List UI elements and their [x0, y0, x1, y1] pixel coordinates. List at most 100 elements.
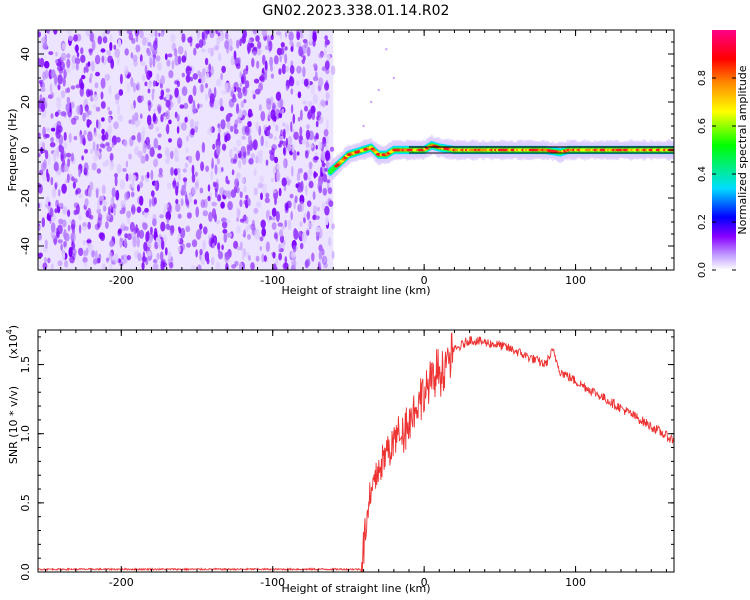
noise-speckle [242, 86, 248, 97]
noise-speckle [168, 138, 172, 143]
noise-speckle [89, 72, 93, 79]
noise-speckle [109, 41, 113, 51]
noise-speckle [301, 58, 305, 65]
noise-speckle [106, 257, 110, 262]
noise-speckle [318, 185, 323, 194]
noise-speckle [50, 92, 55, 98]
noise-speckle [44, 150, 49, 160]
noise-speckle [67, 209, 71, 217]
noise-speckle [328, 236, 332, 247]
noise-speckle [237, 159, 242, 169]
noise-speckle [66, 96, 71, 104]
noise-speckle [160, 89, 165, 98]
noise-speckle [252, 90, 255, 95]
noise-speckle [309, 32, 313, 44]
noise-speckle [231, 86, 235, 92]
noise-speckle [260, 219, 266, 229]
noise-speckle [60, 243, 63, 251]
noise-speckle [150, 169, 154, 181]
noise-speckle [87, 119, 92, 126]
noise-speckle [317, 206, 320, 212]
noise-speckle [245, 194, 249, 200]
noise-speckle [155, 126, 160, 132]
noise-speckle [55, 97, 62, 102]
noise-speckle [321, 248, 325, 256]
noise-speckle [274, 232, 278, 240]
colorbar-label: Normalized spectral amplitude [736, 65, 749, 234]
noise-speckle [88, 48, 93, 56]
noise-speckle [304, 105, 308, 112]
noise-speckle [204, 57, 209, 66]
noise-speckle [199, 223, 203, 230]
noise-speckle [82, 240, 87, 246]
noise-speckle [153, 138, 159, 149]
noise-speckle [110, 207, 114, 214]
noise-speckle [258, 125, 262, 136]
noise-speckle [101, 128, 105, 135]
noise-speckle [64, 260, 69, 268]
noise-speckle [146, 81, 153, 88]
noise-speckle [284, 31, 288, 38]
noise-speckle [125, 160, 129, 168]
noise-speckle [302, 66, 306, 78]
noise-speckle [318, 52, 324, 59]
noise-speckle [237, 112, 243, 118]
noise-speckle [96, 150, 101, 157]
noise-speckle [104, 131, 109, 141]
noise-speckle [85, 30, 91, 37]
noise-speckle [324, 42, 328, 48]
noise-speckle [282, 122, 286, 127]
noise-speckle [180, 227, 186, 239]
noise-speckle [207, 184, 211, 192]
noise-speckle [105, 73, 109, 81]
noise-speckle [97, 134, 102, 140]
y-tick-label: 0.5 [19, 494, 32, 512]
noise-speckle [179, 104, 185, 109]
noise-speckle [190, 128, 195, 136]
noise-speckle [57, 84, 61, 91]
noise-speckle [42, 42, 48, 50]
noise-speckle [272, 252, 276, 259]
noise-speckle [312, 205, 318, 214]
noise-speckle [243, 151, 247, 159]
noise-speckle [311, 111, 316, 120]
x-tick-label: -100 [260, 274, 285, 287]
noise-speckle [89, 214, 94, 220]
noise-speckle [161, 240, 165, 250]
noise-speckle [275, 211, 280, 222]
noise-speckle [211, 242, 215, 249]
noise-speckle [100, 101, 106, 109]
noise-speckle [259, 246, 262, 251]
noise-speckle [133, 59, 138, 67]
noise-speckle [296, 65, 302, 74]
noise-speckle [177, 233, 181, 244]
noise-speckle [306, 229, 310, 236]
noise-speckle [51, 263, 54, 270]
noise-speckle [106, 129, 110, 134]
noise-speckle [257, 182, 263, 189]
snr-xlabel: Height of straight line (km) [281, 582, 430, 595]
noise-speckle [109, 240, 115, 248]
noise-speckle [94, 54, 101, 65]
noise-speckle [203, 30, 208, 39]
noise-speckle [164, 53, 168, 61]
noise-speckle [195, 150, 200, 161]
noise-speckle [137, 150, 143, 158]
noise-speckle [223, 233, 228, 243]
noise-speckle [278, 229, 284, 237]
noise-speckle [323, 48, 327, 58]
noise-speckle [108, 251, 113, 261]
noise-speckle [281, 177, 287, 187]
noise-speckle [149, 147, 155, 158]
y-tick-label: 0.0 [19, 563, 32, 581]
noise-speckle [146, 50, 152, 56]
noise-speckle [318, 77, 324, 87]
noise-speckle [139, 54, 143, 63]
noise-speckle [122, 168, 127, 172]
noise-speckle [113, 207, 116, 216]
noise-speckle [44, 239, 48, 249]
noise-speckle [327, 187, 333, 195]
noise-speckle [86, 239, 92, 244]
noise-speckle [221, 143, 227, 151]
stray-point [377, 88, 380, 92]
